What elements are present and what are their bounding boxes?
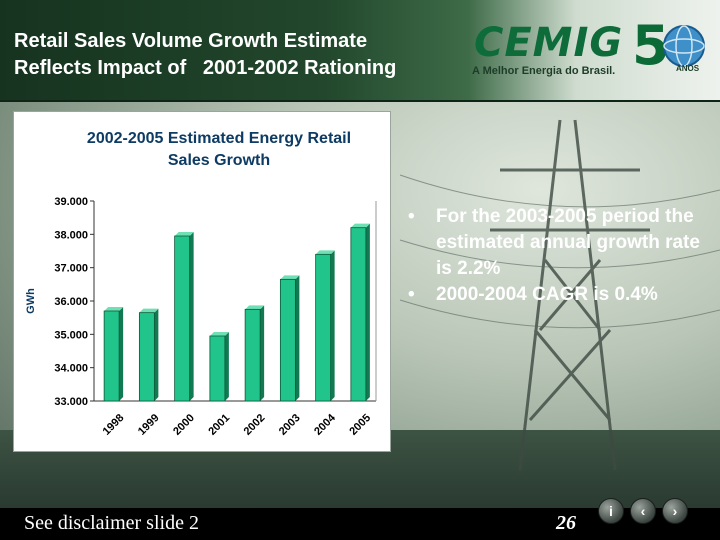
- bar-side: [119, 307, 124, 401]
- chart-title: 2002-2005 Estimated Energy Retail Sales …: [86, 130, 352, 169]
- x-tick-label: 2002: [242, 412, 268, 438]
- bar-side: [260, 305, 265, 401]
- bar: [209, 335, 226, 402]
- header-band: Retail Sales Volume Growth Estimate Refl…: [0, 0, 720, 102]
- bar: [244, 308, 261, 402]
- bar-top: [350, 223, 370, 228]
- info-button[interactable]: i: [598, 498, 624, 524]
- next-slide-button[interactable]: ›: [662, 498, 688, 524]
- bar-side: [154, 308, 159, 401]
- bar-chart: 33.000 34.000 35.000 36.000 37.000 38.000 39.0…: [25, 196, 377, 438]
- anniversary-label: ANOS: [676, 64, 700, 73]
- bar-top: [139, 308, 159, 313]
- bullet-list: • For the 2003-2005 period the estimated…: [404, 204, 700, 308]
- bar: [174, 235, 191, 402]
- prev-slide-button[interactable]: ‹: [630, 498, 656, 524]
- bar-side: [295, 275, 300, 401]
- x-tick-label: 2000: [171, 412, 197, 438]
- bar-side: [365, 223, 370, 401]
- bar: [315, 253, 332, 402]
- x-tick-label: 2004: [312, 411, 338, 437]
- bar-top: [104, 307, 124, 311]
- bar: [103, 310, 120, 402]
- anniversary-logo: 5 ANOS: [632, 16, 712, 82]
- bar-top: [174, 232, 194, 236]
- globe-icon: [663, 25, 705, 67]
- bullet-dot-icon: •: [408, 206, 415, 227]
- bar-side: [224, 332, 229, 401]
- y-tick-label: 33.000: [54, 396, 88, 408]
- logo-wordmark: CEMIG: [474, 20, 624, 66]
- x-tick-label: 2003: [277, 412, 303, 438]
- cemig-logo: CEMIG A Melhor Energia do Brasil.: [468, 18, 628, 84]
- y-tick-label: 36.000: [54, 296, 88, 308]
- bar-top: [209, 332, 229, 336]
- bullet-text: For the 2003-2005 period the estimated a…: [436, 206, 700, 279]
- y-tick-label: 39.000: [54, 196, 88, 208]
- x-tick-label: 1998: [101, 412, 127, 438]
- bar-top: [315, 250, 335, 255]
- bar: [138, 312, 155, 402]
- chart-panel: 2002-2005 Estimated Energy Retail Sales …: [13, 111, 391, 452]
- y-tick-label: 37.000: [54, 263, 88, 275]
- bullet-dot-icon: •: [408, 284, 415, 305]
- bullet-item: • 2000-2004 CAGR is 0.4%: [404, 282, 700, 308]
- bar-side: [330, 250, 335, 401]
- y-tick-label: 35.000: [54, 329, 88, 341]
- x-tick-label: 2005: [347, 412, 373, 438]
- bar-side: [189, 232, 194, 401]
- x-tick-label: 1999: [136, 412, 162, 438]
- page-number: 26: [556, 512, 576, 534]
- bar-top: [280, 275, 300, 280]
- bar: [350, 227, 367, 402]
- y-axis-label: GWh: [25, 288, 37, 314]
- bar-top: [245, 305, 265, 310]
- x-tick-label: 2001: [206, 412, 232, 438]
- page-title: Retail Sales Volume Growth Estimate Refl…: [14, 30, 397, 79]
- bullet-text: 2000-2004 CAGR is 0.4%: [436, 284, 658, 305]
- bar: [279, 278, 296, 402]
- disclaimer-text: See disclaimer slide 2: [24, 512, 199, 534]
- logo-tagline: A Melhor Energia do Brasil.: [472, 65, 616, 77]
- y-tick-label: 38.000: [54, 229, 88, 241]
- bullet-item: • For the 2003-2005 period the estimated…: [404, 204, 700, 282]
- y-tick-label: 34.000: [54, 363, 88, 375]
